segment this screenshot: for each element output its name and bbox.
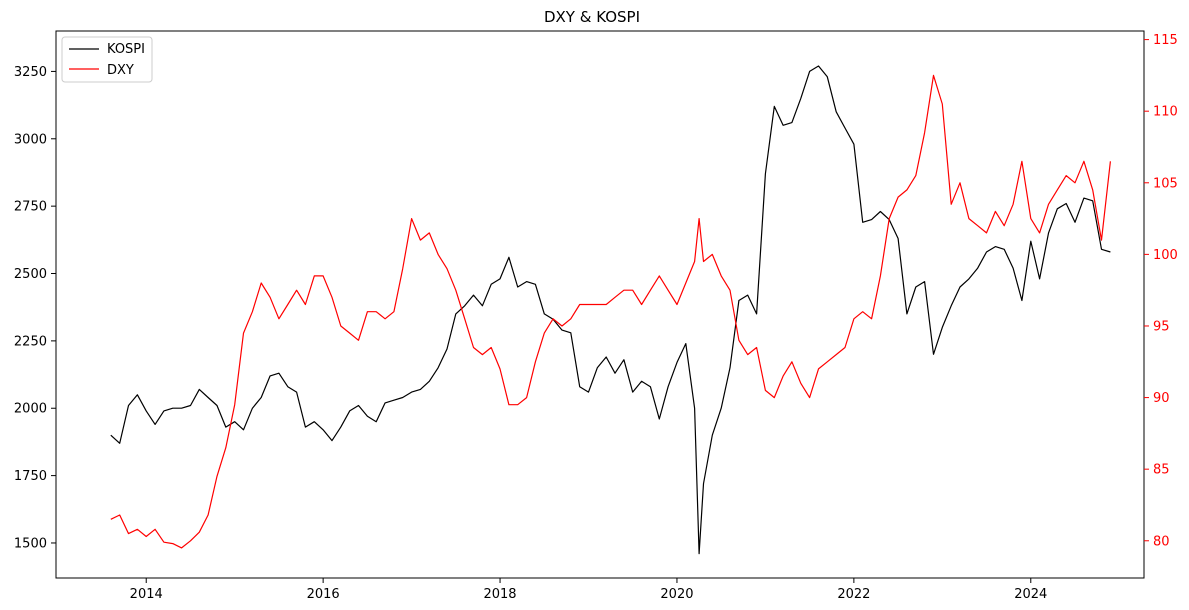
series-line-kospi [110,65,1111,555]
x-tick-label: 2014 [130,587,163,602]
series-line-dxy [110,74,1111,549]
legend-label-dxy: DXY [107,63,134,78]
y-axis-right: 80 85 90 95 100 105 110 115 [1144,33,1178,549]
x-axis: 2014 2016 2018 2020 2022 2024 [130,578,1047,602]
y-left-tick-label: 3000 [14,132,47,147]
chart-title: DXY & KOSPI [544,8,640,26]
y-right-tick-label: 100 [1153,248,1178,263]
y-left-tick-label: 1750 [14,469,47,484]
plot-area [110,65,1111,555]
y-right-tick-label: 95 [1153,319,1170,334]
y-left-tick-label: 2250 [14,334,47,349]
y-right-tick-label: 85 [1153,463,1170,478]
y-right-tick-label: 115 [1153,33,1178,48]
x-tick-label: 2018 [483,587,516,602]
legend-label-kospi: KOSPI [107,42,145,57]
plot-frame [55,30,1145,579]
legend: KOSPI DXY [61,36,153,83]
y-left-tick-label: 1500 [14,536,47,551]
y-left-tick-label: 2750 [14,200,47,215]
x-tick-label: 2022 [837,587,870,602]
x-tick-label: 2024 [1014,587,1047,602]
y-right-tick-label: 80 [1153,534,1170,549]
legend-box [61,36,153,83]
y-axis-left: 1500 1750 2000 2250 2500 2750 3000 3250 [14,65,56,551]
y-right-tick-label: 105 [1153,176,1178,191]
y-left-tick-label: 2500 [14,267,47,282]
y-left-tick-label: 2000 [14,402,47,417]
x-tick-label: 2016 [307,587,340,602]
y-right-tick-label: 90 [1153,391,1170,406]
y-left-tick-label: 3250 [14,65,47,80]
x-tick-label: 2020 [660,587,693,602]
y-right-tick-label: 110 [1153,105,1178,120]
